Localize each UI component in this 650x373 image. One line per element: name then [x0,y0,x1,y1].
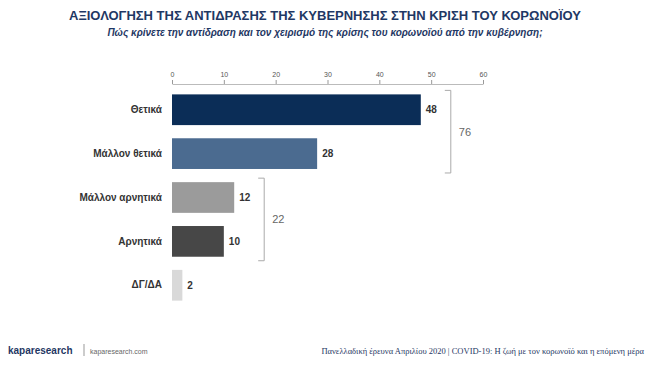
tick: 10 [220,71,228,84]
tick-mark [379,80,380,84]
tick: Μάλλον αρνητικά [79,192,162,203]
tick: Αρνητικά [118,236,163,247]
tick: 30 [324,71,332,84]
tick-mark [172,80,173,84]
axis-line [173,84,484,85]
bar [172,226,224,257]
bracket [258,178,264,261]
bar [172,182,234,213]
category-label: Μάλλον αρνητικά [79,192,162,203]
data-label: 12 [239,192,251,203]
tick: 60 [480,71,488,84]
source-url: kaparesearch.com [90,348,148,356]
footer-note: Πανελλαδική έρευνα Απριλίου 2020 | COVID… [321,346,644,356]
x-axis: 0 10 20 30 40 50 60 [171,71,488,85]
data-label: 2 [187,280,193,291]
title: ΑΞΙΟΛΟΓΗΣΗ ΤΗΣ ΑΝΤΙΔΡΑΣΗΣ ΤΗΣ ΚΥΒΕΡΝΗΣΗΣ… [69,8,581,23]
y-axis: Θετικά Μάλλον θετικά Μάλλον αρνητικά Αρνητι… [79,104,162,291]
tick-mark [431,80,432,84]
chart: ΑΞΙΟΛΟΓΗΣΗ ΤΗΣ ΑΝΤΙΔΡΑΣΗΣ ΤΗΣ ΚΥΒΕΡΝΗΣΗΣ… [0,0,650,373]
tick-label: 10 [220,71,228,78]
tick-mark [224,80,225,84]
bar [172,138,317,169]
bars [172,94,421,300]
data-label: 48 [426,104,438,115]
category-label: Μάλλον θετικά [93,148,163,159]
tick-label: 30 [324,71,332,78]
tick-mark [276,80,277,84]
tick: 50 [428,71,436,84]
tick: ΔΓ/ΔΑ [132,279,162,290]
tick-label: 40 [376,71,384,78]
tick-mark [483,80,484,84]
subtitle: Πώς κρίνετε την αντίδραση και τον χειρισ… [107,27,542,39]
bar [172,94,421,125]
separator [84,344,85,356]
plot: 0 10 20 30 40 50 60 Θετικά Μάλλον θετικά Μάλλον α… [79,71,487,301]
brackets: 76 22 [258,90,471,260]
bracket [445,90,451,173]
category-label: Αρνητικά [118,236,163,247]
tick: Θετικά [131,104,163,115]
category-label: ΔΓ/ΔΑ [132,279,162,290]
tick-label: 60 [480,71,488,78]
tick: 20 [272,71,280,84]
tick-label: 50 [428,71,436,78]
bar [172,270,182,301]
category-label: Θετικά [131,104,163,115]
source-logo: kaparesearch [8,345,73,356]
bracket-label: 76 [459,126,471,138]
tick: 0 [171,71,175,84]
tick-label: 0 [171,71,175,78]
data-label: 28 [322,148,334,159]
tick: Μάλλον θετικά [93,148,163,159]
tick-label: 20 [272,71,280,78]
tick-mark [328,80,329,84]
tick: 40 [376,71,384,84]
data-labels: 48 28 12 10 2 [187,104,437,291]
data-label: 10 [229,236,241,247]
bracket-label: 22 [272,213,284,225]
